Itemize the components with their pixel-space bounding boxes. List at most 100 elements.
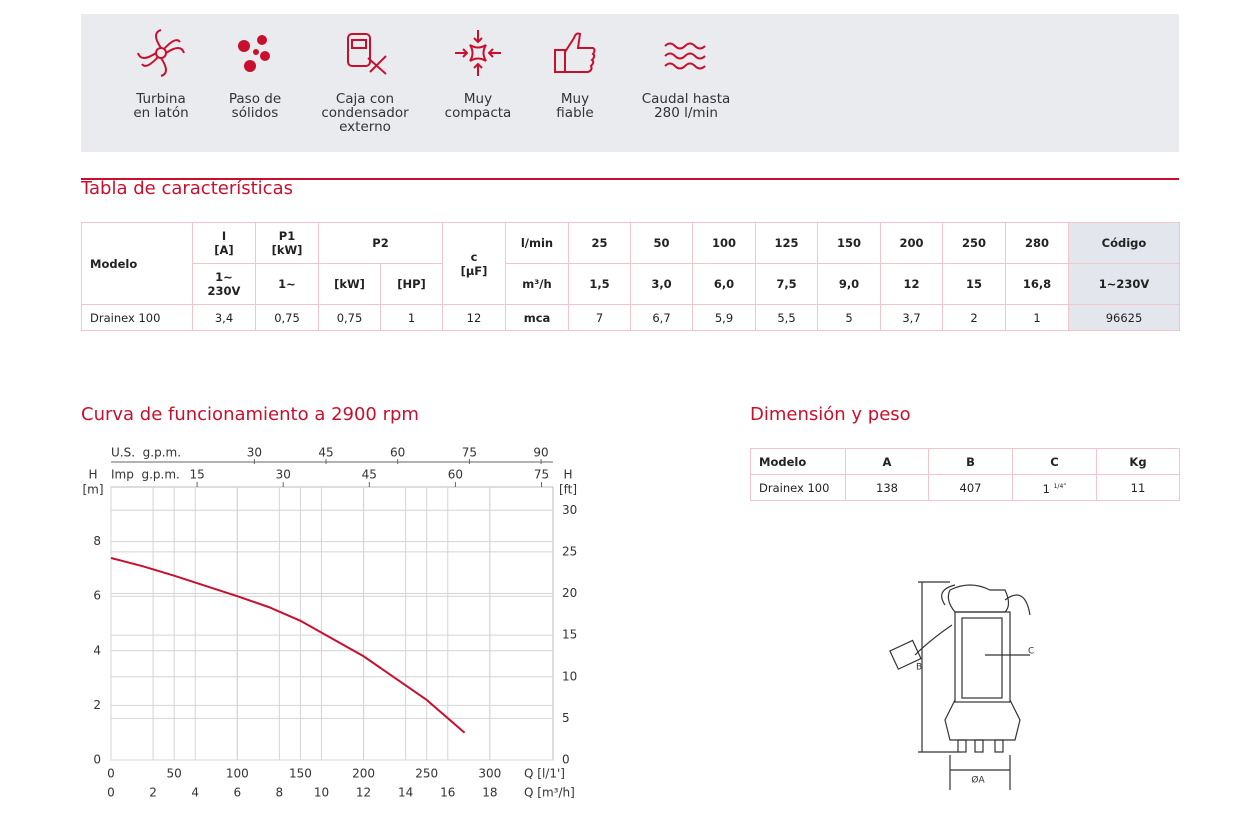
data-cell: 3,4 <box>192 304 256 331</box>
y2-tick-label: 25 <box>562 544 577 558</box>
x-tick-label: 0 <box>107 767 115 781</box>
characteristics-table: Modelo I [A] P1 [kW] P2 c [µF] l/min 25 50 100 12… <box>81 222 1180 331</box>
table-title: Tabla de características <box>81 178 293 199</box>
data-cell: 1 <box>1005 304 1069 331</box>
data-cell: 12 <box>442 304 506 331</box>
x2-tick-label: 16 <box>440 786 455 800</box>
feature-label: Caja con condensador externo <box>321 91 409 135</box>
y2-tick-label: 10 <box>562 669 577 683</box>
data-cell: 0,75 <box>255 304 319 331</box>
header-cell: 1~ 230V <box>192 263 256 305</box>
axis-label: H <box>88 468 97 482</box>
header-cell: l/min <box>505 222 569 264</box>
header-cell: A <box>845 448 929 475</box>
data-cell: 5,9 <box>692 304 756 331</box>
data-cell: 5,5 <box>755 304 818 331</box>
feature-icon <box>664 42 706 70</box>
y2-tick-label: 15 <box>562 628 577 642</box>
header-cell: 1~230V <box>1068 263 1180 305</box>
x3-tick-label: 90 <box>533 446 548 460</box>
data-cell: 1 <box>380 304 443 331</box>
y2-tick-label: 5 <box>562 711 570 725</box>
axis-unit: [m] <box>82 483 103 497</box>
data-cell: 3,7 <box>880 304 943 331</box>
feature-icon <box>137 29 185 77</box>
plot-frame <box>110 486 554 761</box>
data-cell: 6,7 <box>630 304 693 331</box>
data-cell: 0,75 <box>318 304 381 331</box>
feature-label: Muy compacta <box>444 91 512 121</box>
header-cell: 3,0 <box>630 263 693 305</box>
header-cell: Modelo <box>81 222 193 305</box>
x4-tick-label: 60 <box>448 468 463 482</box>
header-cell: P1 [kW] <box>255 222 319 264</box>
feature: Muy fiable <box>515 28 635 120</box>
data-cell: Drainex 100 <box>81 304 193 331</box>
y-tick-label: 6 <box>93 589 101 603</box>
axis-label: Imp g.p.m. <box>111 468 180 482</box>
header-cell: 9,0 <box>817 263 881 305</box>
data-cell: 7 <box>568 304 631 331</box>
x-tick-label: 300 <box>478 767 501 781</box>
data-cell: 2 <box>942 304 1006 331</box>
y-tick-label: 2 <box>93 698 101 712</box>
axis-label: U.S. g.p.m. <box>111 446 181 460</box>
x3-tick-label: 75 <box>462 446 477 460</box>
data-cell: 138 <box>845 474 929 501</box>
x2-tick-label: 4 <box>191 786 199 800</box>
data-cell: Drainex 100 <box>750 474 846 501</box>
header-cell: I [A] <box>192 222 256 264</box>
cell-text: 1 <box>1042 481 1050 496</box>
dimensions-table: Modelo A B C Kg Drainex 100 138 407 1 1/4” 11 <box>750 448 1180 501</box>
header-cell: 1~ <box>255 263 319 305</box>
feature: Turbina en latón <box>101 28 221 120</box>
y-tick-label: 0 <box>93 753 101 767</box>
y2-tick-label: 20 <box>562 586 577 600</box>
axis-unit: [ft] <box>559 483 577 497</box>
axis-label: Q [l/1'] <box>524 767 565 781</box>
header-cell: Código <box>1068 222 1180 264</box>
x-tick-label: 100 <box>226 767 249 781</box>
y2-tick-label: 30 <box>562 503 577 517</box>
x4-tick-label: 45 <box>362 468 377 482</box>
data-cell: 5 <box>817 304 881 331</box>
title-rule <box>81 178 1179 180</box>
x2-tick-label: 10 <box>314 786 329 800</box>
x-tick-label: 50 <box>167 767 182 781</box>
dim-label: C <box>1028 647 1034 657</box>
dim-label: ØA <box>971 775 985 786</box>
feature-icon <box>554 32 596 73</box>
x3-tick-label: 60 <box>390 446 405 460</box>
feature-label: Paso de sólidos <box>228 91 282 121</box>
feature-label: Turbina en latón <box>133 91 189 121</box>
x2-tick-label: 6 <box>233 786 241 800</box>
header-cell: Kg <box>1096 448 1180 475</box>
header-cell: [kW] <box>318 263 381 305</box>
dim-label: B <box>916 663 922 673</box>
feature-label: Caudal hasta 280 l/min <box>641 91 731 121</box>
x2-tick-label: 12 <box>356 786 371 800</box>
x4-tick-label: 30 <box>276 468 291 482</box>
axis-label: Q [m³/h] <box>524 786 575 800</box>
feature-icon <box>238 35 270 72</box>
x4-tick-label: 75 <box>534 468 549 482</box>
x2-tick-label: 0 <box>107 786 115 800</box>
header-cell: 50 <box>630 222 693 264</box>
x3-tick-label: 30 <box>247 446 262 460</box>
header-cell: P2 <box>318 222 443 264</box>
feature: Paso de sólidos <box>195 28 315 120</box>
header-cell: m³/h <box>505 263 569 305</box>
feature-icon <box>455 30 501 76</box>
header-cell: [HP] <box>380 263 443 305</box>
curve <box>110 557 466 734</box>
x2-tick-label: 8 <box>276 786 284 800</box>
x2-tick-label: 2 <box>149 786 157 800</box>
feature: Caudal hasta 280 l/min <box>626 28 746 120</box>
x2-tick-label: 18 <box>482 786 497 800</box>
feature: Muy compacta <box>418 28 538 120</box>
feature-icon <box>347 33 387 75</box>
header-cell: C <box>1012 448 1097 475</box>
feature-label: Muy fiable <box>556 91 594 121</box>
y-tick-label: 8 <box>93 534 101 548</box>
